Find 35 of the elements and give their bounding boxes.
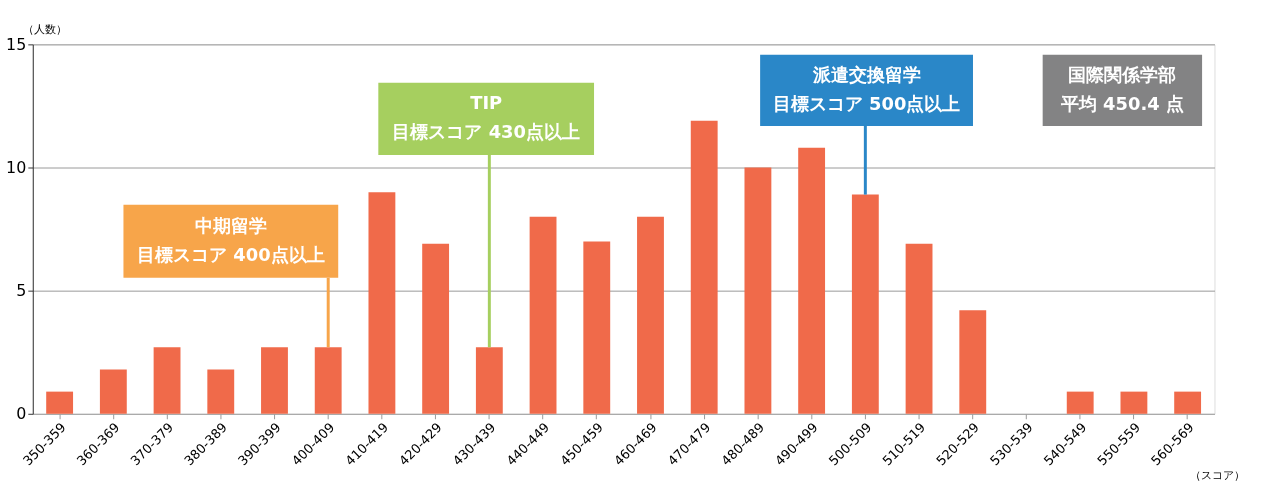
bar	[1066, 391, 1094, 414]
bar	[261, 347, 288, 414]
bar	[583, 241, 611, 414]
annotation: 目標スコア 500点以上	[772, 92, 961, 114]
y-axis-title: （人数）	[23, 22, 68, 36]
annotation: 中期留学	[194, 214, 267, 236]
annotation: TIP	[470, 92, 503, 114]
annotation: 国際関係学部	[1068, 64, 1177, 86]
bar	[637, 216, 664, 414]
bar	[529, 216, 557, 414]
bar	[153, 347, 181, 414]
bar	[368, 192, 396, 414]
y-tick-label: 5	[16, 281, 27, 301]
y-tick-label: 15	[6, 34, 27, 54]
x-axis-title: （スコア）	[1189, 468, 1245, 482]
bar	[798, 147, 826, 414]
annotation: 派遣交換留学	[811, 64, 921, 86]
bar	[475, 347, 503, 414]
bar	[851, 194, 879, 414]
y-tick-label: 10	[6, 157, 27, 177]
bar	[690, 120, 718, 414]
y-tick-label: 0	[16, 404, 27, 424]
bar	[1174, 391, 1202, 414]
annotation: 目標スコア 430点以上	[392, 121, 580, 143]
bar	[422, 243, 450, 414]
bar	[46, 391, 74, 414]
bar	[905, 243, 933, 414]
annotation: 目標スコア 400点以上	[137, 243, 325, 265]
bar	[1120, 391, 1148, 414]
bar	[314, 347, 342, 414]
bar	[99, 369, 127, 414]
bar	[959, 310, 987, 414]
bar	[207, 369, 235, 414]
bar	[744, 167, 772, 414]
annotation: 平均 450.4 点	[1059, 92, 1184, 114]
